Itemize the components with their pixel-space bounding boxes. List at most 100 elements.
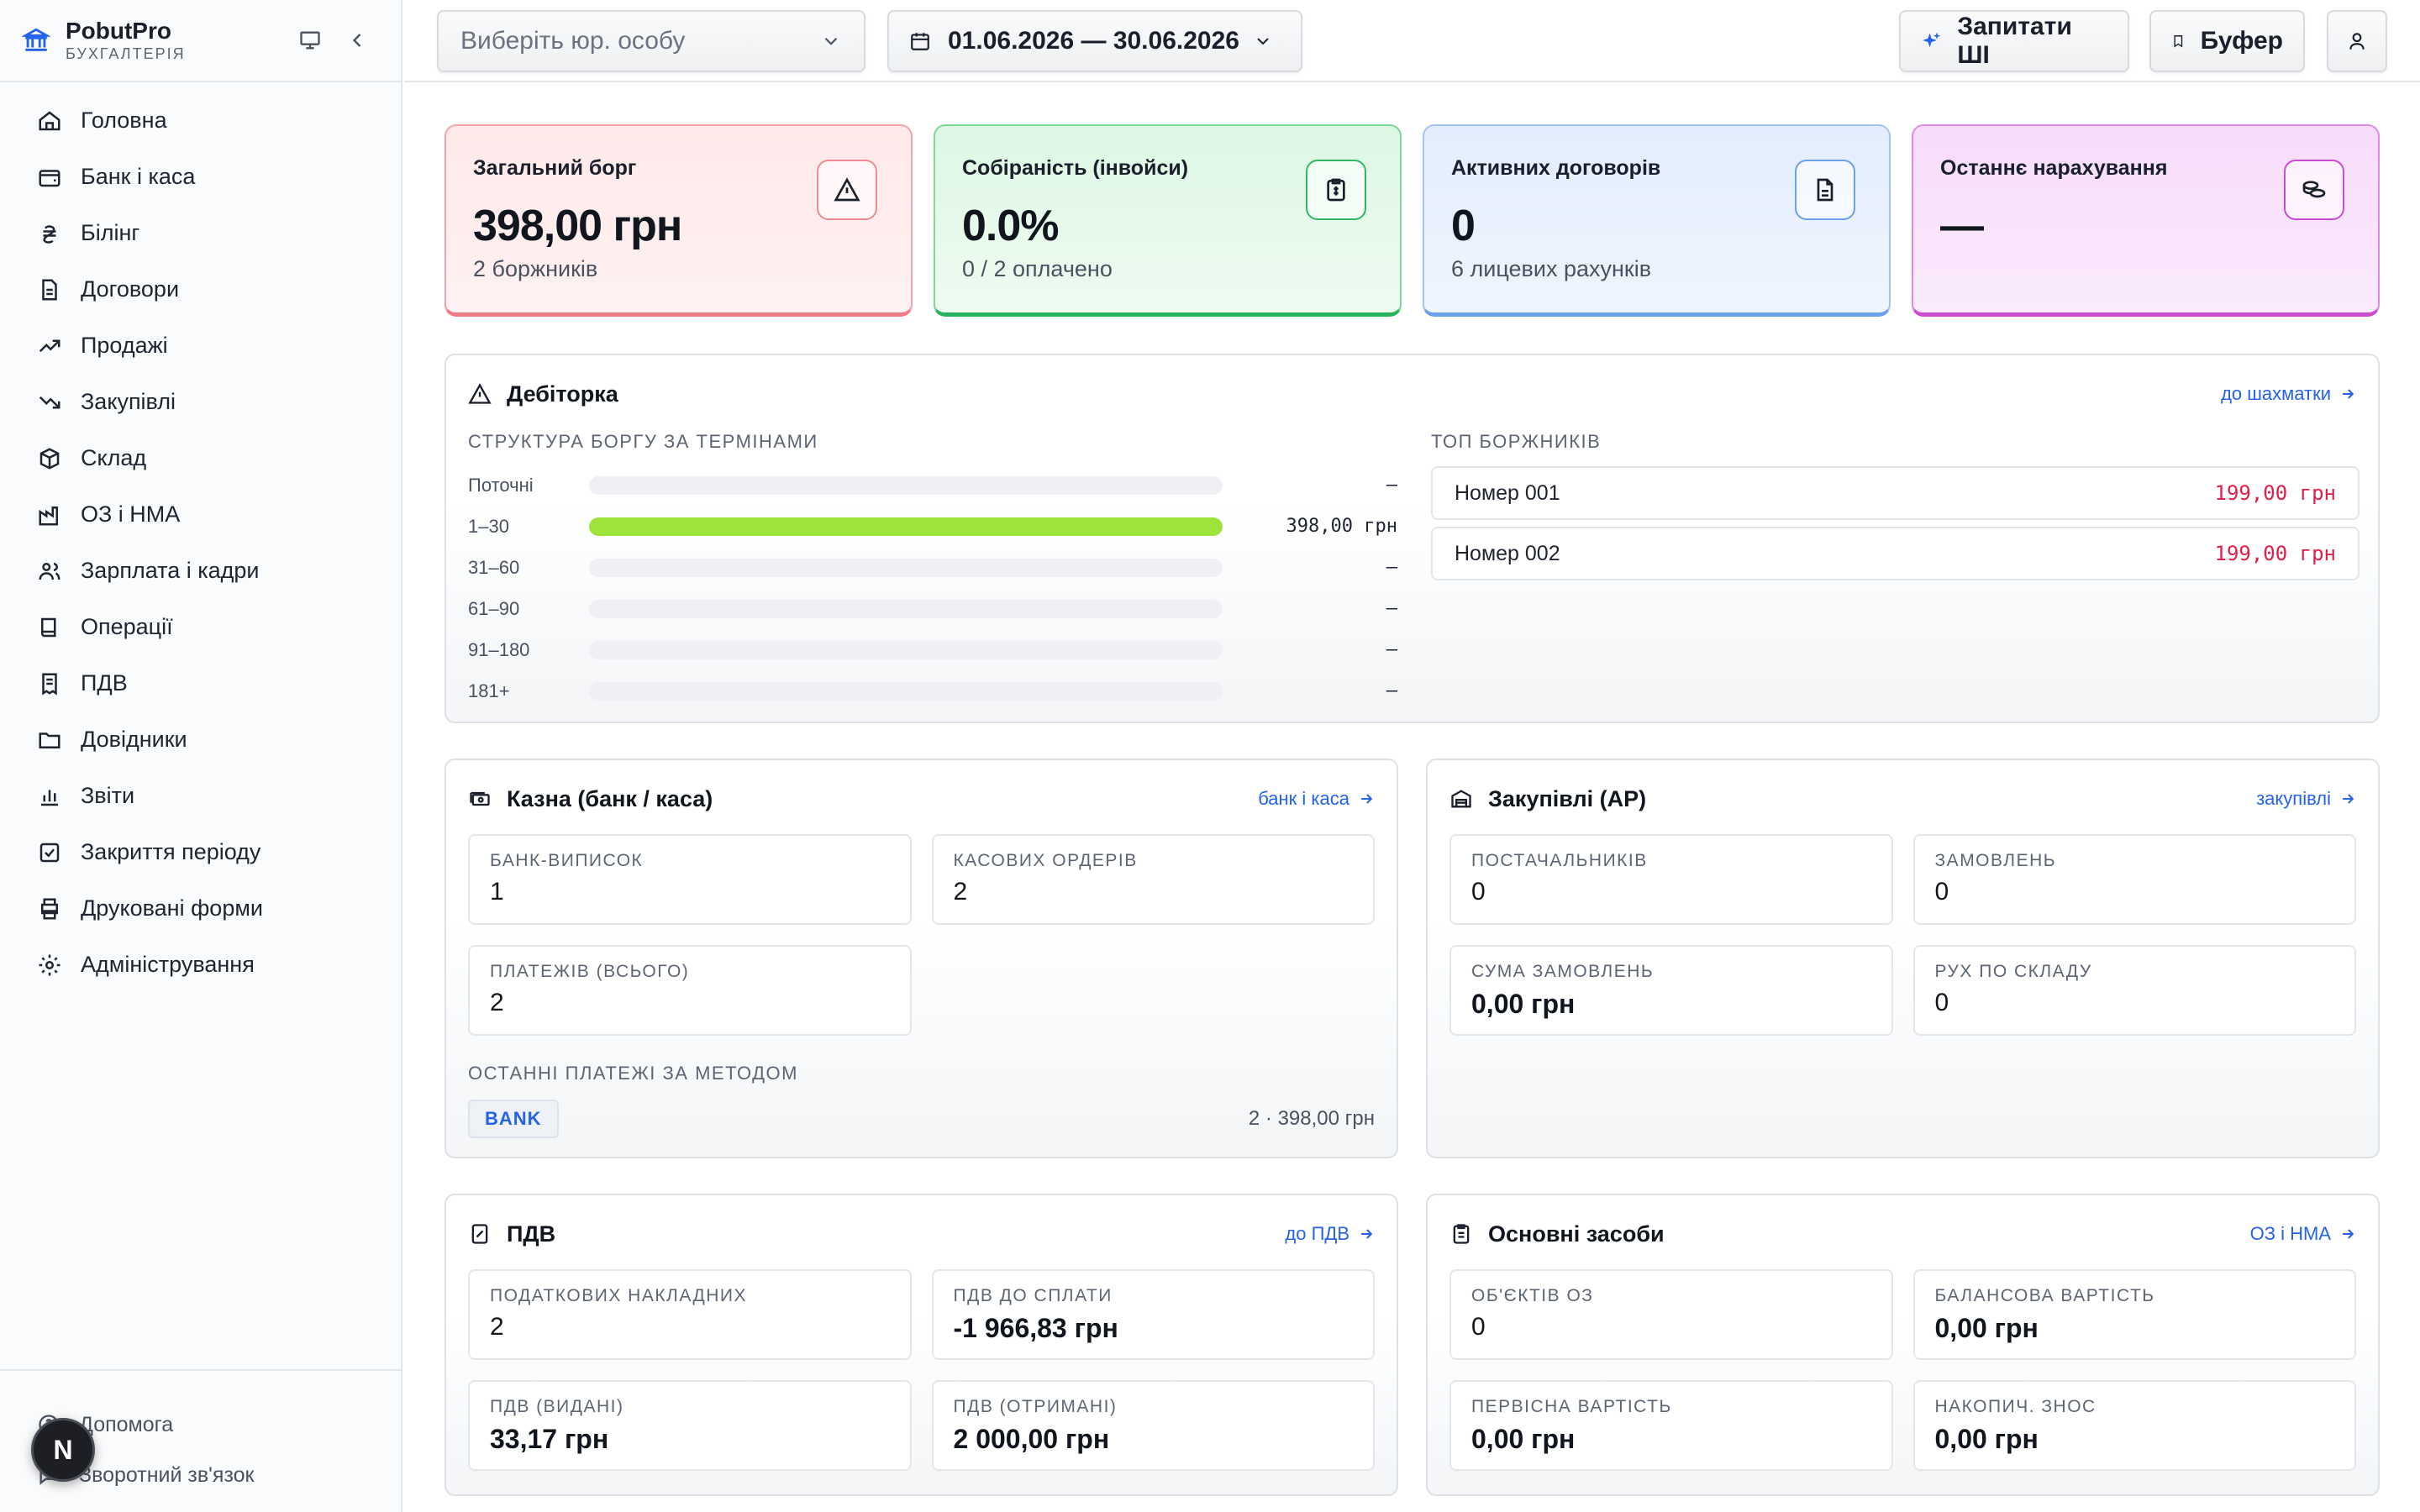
sidebar-item-payroll[interactable]: Зарплата і кадри xyxy=(0,543,401,599)
brand[interactable]: PobutPro БУХГАЛТЕРІЯ xyxy=(0,0,401,82)
calendar-icon xyxy=(911,33,929,50)
sidebar-item-home[interactable]: Головна xyxy=(0,92,401,149)
stat-label: ЗАМОВЛЕНЬ xyxy=(1934,851,2057,870)
package-icon xyxy=(39,447,60,470)
sidebar-item-reports[interactable]: Звіти xyxy=(0,768,401,824)
assets-link[interactable]: ОЗ і НМА xyxy=(2250,1223,2356,1245)
sidebar-item-operations[interactable]: Операції xyxy=(0,599,401,655)
fixed-assets-panel: Основні засоби ОЗ і НМА ОБ'ЄКТІВ ОЗ 0 БА… xyxy=(1426,1194,2380,1496)
stat-value: 0 xyxy=(1934,878,1949,906)
book-icon xyxy=(41,617,56,637)
sidebar-item-label: Закупівлі xyxy=(81,389,176,414)
stat-value: 2 xyxy=(490,989,504,1016)
sidebar-item-bank[interactable]: Банк і каса xyxy=(0,149,401,205)
stat-value: 0,00 грн xyxy=(1471,1424,1576,1454)
sidebar-item-period-close[interactable]: Закриття періоду xyxy=(0,824,401,880)
help-link[interactable]: Допомога xyxy=(0,1399,401,1450)
arrow-right-icon xyxy=(1361,794,1373,804)
top-debtors: ТОП БОРЖНИКІВ Номер 001 199,00 грн Номер… xyxy=(1431,431,2360,580)
vat-link[interactable]: до ПДВ xyxy=(1285,1223,1375,1245)
purchases-panel: Закупівлі (AP) закупівлі ПОСТАЧАЛЬНИКІВ … xyxy=(1426,759,2380,1158)
panel-title: Казна (банк / каса) xyxy=(507,785,713,811)
dev-tools-avatar[interactable]: N xyxy=(31,1418,95,1482)
stat-card: НАКОПИЧ. ЗНОС 0,00 грн xyxy=(1912,1380,2356,1471)
aging-label: 181+ xyxy=(468,680,510,701)
monitor-icon[interactable] xyxy=(298,29,322,52)
aging-row: 31–60 — xyxy=(468,547,1397,588)
kpi-label: Активних договорів xyxy=(1451,156,1661,180)
sidebar-item-vat[interactable]: ПДВ xyxy=(0,655,401,711)
chevron-left-icon[interactable] xyxy=(345,29,369,52)
method-badge: BANK xyxy=(468,1100,559,1138)
stat-card: ПДВ (ВИДАНІ) 33,17 грн xyxy=(468,1380,912,1471)
date-range-picker[interactable]: 01.06.2026 — 30.06.2026 xyxy=(887,10,1302,72)
sidebar-item-label: ОЗ і НМА xyxy=(81,501,181,527)
alert-triangle-icon xyxy=(834,177,860,202)
sidebar-item-purchases[interactable]: Закупівлі xyxy=(0,374,401,430)
buffer-button[interactable]: Буфер xyxy=(2149,10,2305,72)
panel-title: Основні засоби xyxy=(1488,1221,1665,1247)
aging-bar-track xyxy=(589,475,1223,495)
aging-value: — xyxy=(1386,680,1397,701)
kpi-value: — xyxy=(1940,202,1984,250)
kpi-active-contracts: Активних договорів 0 6 лицевих рахунків xyxy=(1423,124,1891,317)
sidebar-item-contracts[interactable]: Договори xyxy=(0,261,401,318)
sidebar-item-label: Склад xyxy=(81,445,147,470)
stat-label: ПЕРВІСНА ВАРТІСТЬ xyxy=(1471,1397,1672,1416)
stat-label: НАКОПИЧ. ЗНОС xyxy=(1934,1397,2096,1416)
stat-card: СУМА ЗАМОВЛЕНЬ 0,00 грн xyxy=(1449,945,1893,1036)
clipboard-list-icon xyxy=(1453,1224,1470,1244)
link-label: ОЗ і НМА xyxy=(2249,1223,2331,1244)
stat-value: 2 xyxy=(953,878,968,906)
kpi-icon-box xyxy=(817,160,877,220)
kpi-icon-box xyxy=(1306,160,1366,220)
sidebar-item-warehouse[interactable]: Склад xyxy=(0,430,401,486)
stat-card: ПЛАТЕЖІВ (ВСЬОГО) 2 xyxy=(468,945,912,1036)
sidebar-item-label: Закриття періоду xyxy=(81,839,261,864)
folder-icon xyxy=(39,732,60,748)
bank-cash-link[interactable]: банк і каса xyxy=(1258,788,1375,810)
file-icon xyxy=(1817,178,1833,202)
sidebar-item-sales[interactable]: Продажі xyxy=(0,318,401,374)
aging-value: — xyxy=(1386,598,1397,619)
stat-card: КАСОВИХ ОРДЕРІВ 2 xyxy=(931,834,1375,925)
coins-icon xyxy=(2302,181,2326,198)
sidebar-item-label: Банк і каса xyxy=(81,164,196,189)
sidebar-item-label: Договори xyxy=(81,276,180,302)
chevron-down-icon xyxy=(1257,38,1269,45)
panel-title: Закупівлі (AP) xyxy=(1488,785,1647,811)
kpi-collection-rate: Собіраність (інвойси) 0.0% 0 / 2 оплачен… xyxy=(934,124,1402,317)
app-name: PobutPro xyxy=(66,18,171,44)
stat-label: БАНК-ВИПИСОК xyxy=(490,851,644,870)
treasury-panel: Казна (банк / каса) банк і каса БАНК-ВИП… xyxy=(445,759,1398,1158)
debtor-row[interactable]: Номер 002 199,00 грн xyxy=(1431,527,2360,580)
aging-value: — xyxy=(1386,557,1397,578)
ask-ai-button[interactable]: Запитати ШІ xyxy=(1899,10,2129,72)
stat-label: ПДВ (ОТРИМАНІ) xyxy=(953,1397,1118,1416)
link-label: банк і каса xyxy=(1258,788,1349,809)
stat-card: ОБ'ЄКТІВ ОЗ 0 xyxy=(1449,1269,1893,1360)
sidebar-item-billing[interactable]: Білінг xyxy=(0,205,401,261)
sidebar-item-print-forms[interactable]: Друковані форми xyxy=(0,880,401,937)
user-menu-button[interactable] xyxy=(2327,10,2387,72)
stat-value: 33,17 грн xyxy=(490,1424,609,1454)
debtor-name: Номер 002 xyxy=(1455,541,1560,565)
aging-row: 1–30 398,00 грн xyxy=(468,506,1397,547)
aging-label: Поточні xyxy=(468,474,534,496)
stat-card: ПЕРВІСНА ВАРТІСТЬ 0,00 грн xyxy=(1449,1380,1893,1471)
bookmark-icon xyxy=(2174,35,2183,48)
sidebar: PobutPro БУХГАЛТЕРІЯ Головна Банк і каса… xyxy=(0,0,402,1512)
receivables-panel: Дебіторка до шахматки СТРУКТУРА БОРГУ ЗА… xyxy=(445,354,2380,723)
purchases-link[interactable]: закупівлі xyxy=(2256,788,2356,810)
chessboard-link[interactable]: до шахматки xyxy=(2221,383,2356,405)
debtor-amount: 199,00 грн xyxy=(2214,481,2337,505)
stat-value: 1 xyxy=(490,878,504,906)
sidebar-item-directories[interactable]: Довідники xyxy=(0,711,401,768)
debtor-row[interactable]: Номер 001 199,00 грн xyxy=(1431,466,2360,520)
entity-select[interactable]: Виберіть юр. особу xyxy=(437,10,865,72)
trending-down-icon xyxy=(39,396,60,408)
aging-bar-track xyxy=(589,517,1223,536)
sidebar-item-admin[interactable]: Адміністрування xyxy=(0,937,401,993)
feedback-link[interactable]: Зворотний зв'язок xyxy=(0,1450,401,1500)
sidebar-item-assets[interactable]: ОЗ і НМА xyxy=(0,486,401,543)
